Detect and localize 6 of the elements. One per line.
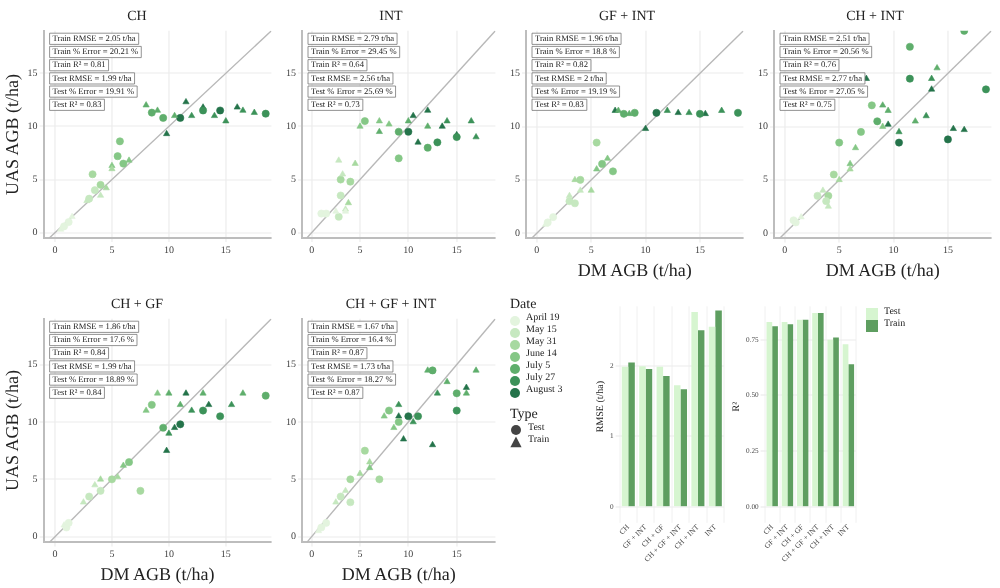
x-axis-title: DM AGB (t/ha) (100, 563, 215, 584)
x-axis-title: DM AGB (t/ha) (577, 259, 692, 280)
x-axis-title: DM AGB (t/ha) (341, 563, 456, 584)
y-axis-title: UAS AGB (t/ha) (1, 370, 22, 492)
y-axis-title: UAS AGB (t/ha) (1, 73, 22, 195)
x-axis-title: DM AGB (t/ha) (825, 259, 940, 280)
